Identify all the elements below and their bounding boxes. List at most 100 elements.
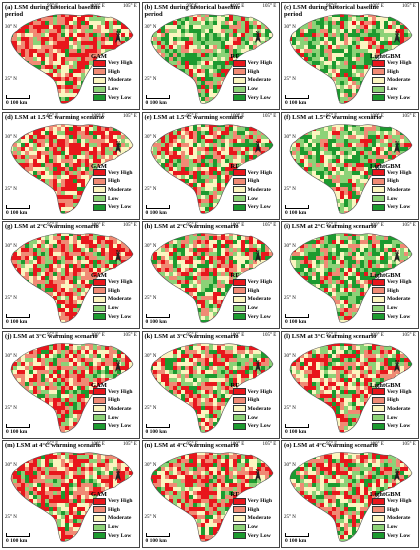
legend-swatch bbox=[232, 304, 246, 312]
legend-label: Very Low bbox=[387, 532, 411, 539]
legend-swatch bbox=[232, 396, 246, 404]
panel-title: (d) LSM at 1.5°C warming scenario bbox=[5, 113, 105, 121]
susceptibility-map bbox=[150, 342, 273, 433]
legend-swatch bbox=[232, 195, 246, 203]
legend-label: Very Low bbox=[247, 532, 271, 539]
map-panel: (k) LSM at 3°C warming scenario 95° E 10… bbox=[141, 330, 280, 439]
legend-label: Moderate bbox=[247, 515, 271, 522]
susceptibility-map bbox=[150, 14, 273, 104]
legend-label: Very Low bbox=[387, 204, 411, 211]
legend-item: Very High bbox=[372, 388, 416, 397]
legend-swatch bbox=[232, 523, 246, 531]
legend-item: High bbox=[93, 396, 137, 405]
legend-swatch bbox=[93, 388, 106, 396]
legend-swatch bbox=[232, 405, 246, 413]
lat-label: 30° N bbox=[5, 353, 17, 359]
legend-swatch bbox=[93, 203, 106, 211]
legend-swatch bbox=[93, 532, 106, 540]
legend-swatch bbox=[372, 514, 385, 522]
lon-label: 100° E bbox=[91, 113, 105, 119]
lat-label: 30° N bbox=[144, 244, 157, 249]
legend-item: Very High bbox=[93, 169, 137, 178]
legend-item: Low bbox=[232, 85, 277, 94]
legend-swatch bbox=[372, 59, 385, 67]
legend-swatch bbox=[372, 506, 385, 514]
legend-item: High bbox=[372, 506, 416, 515]
legend-label: Moderate bbox=[108, 77, 132, 84]
legend-item: Moderate bbox=[372, 514, 416, 523]
legend-item: Very High bbox=[93, 278, 137, 287]
model-label: LightGBM bbox=[370, 272, 401, 279]
legend-label: Moderate bbox=[108, 296, 132, 303]
legend-item: Very High bbox=[93, 388, 137, 397]
legend-swatch bbox=[372, 304, 385, 312]
legend-swatch bbox=[93, 186, 106, 194]
legend-item: Moderate bbox=[93, 405, 137, 414]
model-label: RF bbox=[230, 162, 240, 170]
lon-label: 105° E bbox=[402, 442, 416, 447]
legend-swatch bbox=[93, 523, 106, 531]
lon-label: 95° E bbox=[326, 113, 338, 119]
legend: Very High High Moderate Low Very Low bbox=[232, 278, 277, 321]
scale-bar: 0 100 km bbox=[145, 204, 170, 216]
scale-label: 0 100 km bbox=[6, 538, 28, 544]
legend-label: Very High bbox=[108, 279, 133, 286]
legend-label: High bbox=[108, 397, 120, 404]
legend-swatch bbox=[232, 497, 246, 505]
lon-label: 95° E bbox=[326, 4, 338, 9]
legend-label: Low bbox=[247, 195, 259, 202]
lon-label: 100° E bbox=[230, 223, 245, 228]
legend-label: Very High bbox=[387, 60, 412, 67]
legend-item: Low bbox=[93, 304, 137, 313]
legend-item: Very High bbox=[232, 278, 277, 287]
north-arrow-icon: N bbox=[392, 250, 402, 262]
scale-label: 0 100 km bbox=[6, 209, 28, 216]
scale-label: 0 100 km bbox=[6, 319, 28, 325]
legend-label: High bbox=[387, 287, 399, 294]
legend-swatch bbox=[232, 169, 246, 177]
legend-swatch bbox=[93, 169, 106, 177]
legend-swatch bbox=[93, 313, 106, 321]
legend-swatch bbox=[93, 94, 106, 102]
legend-label: Moderate bbox=[247, 186, 271, 193]
legend-item: Very Low bbox=[232, 93, 277, 102]
legend-swatch bbox=[232, 94, 246, 102]
legend-label: Low bbox=[108, 195, 119, 202]
legend-item: Low bbox=[93, 523, 137, 532]
legend-item: High bbox=[232, 68, 277, 77]
legend-item: Moderate bbox=[372, 76, 416, 85]
model-label: RF bbox=[230, 53, 240, 60]
legend-item: Moderate bbox=[232, 405, 277, 414]
legend-item: Low bbox=[372, 194, 416, 203]
model-label: RF bbox=[230, 272, 240, 279]
legend-item: Low bbox=[232, 194, 277, 203]
legend-label: Low bbox=[247, 414, 259, 421]
legend-item: Low bbox=[372, 304, 416, 313]
legend-item: Very Low bbox=[372, 312, 416, 321]
panel-title: (h) LSM at 2°C warming scenario bbox=[144, 223, 239, 230]
legend-item: Very Low bbox=[93, 531, 137, 540]
scale-label: 0 100 km bbox=[145, 428, 167, 435]
panel-title: (m) LSM at 4°C warming scenario bbox=[5, 442, 101, 449]
lon-label: 105° E bbox=[262, 113, 277, 119]
model-label: LightGBM bbox=[370, 491, 401, 498]
legend-label: Low bbox=[108, 86, 119, 93]
legend-swatch bbox=[232, 414, 246, 422]
legend-swatch bbox=[372, 85, 385, 93]
model-label: GAM bbox=[91, 381, 107, 389]
lat-label: 30° N bbox=[5, 134, 17, 140]
lon-label: 105° E bbox=[123, 332, 137, 338]
legend-swatch bbox=[93, 506, 106, 514]
legend-swatch bbox=[232, 59, 246, 67]
legend-swatch bbox=[232, 68, 246, 76]
north-arrow-icon: N bbox=[113, 140, 123, 153]
legend-swatch bbox=[372, 523, 385, 531]
legend-item: Very High bbox=[93, 497, 137, 506]
scale-label: 0 100 km bbox=[145, 319, 167, 325]
lat-label: 25° N bbox=[5, 405, 17, 411]
legend-swatch bbox=[93, 76, 106, 84]
legend-label: Very Low bbox=[108, 423, 132, 430]
lon-label: 95° E bbox=[186, 223, 198, 228]
lat-label: 25° N bbox=[144, 515, 157, 520]
scale-bar: 0 100 km bbox=[285, 204, 309, 216]
